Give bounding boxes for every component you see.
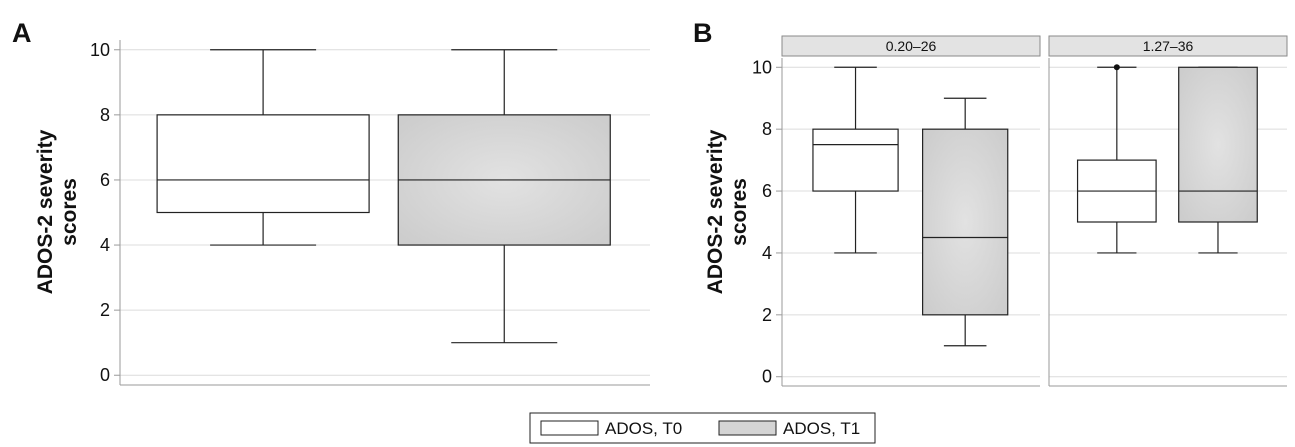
panel-a-ylabel-group: ADOS-2 severity scores bbox=[34, 129, 81, 294]
legend-swatch-t1 bbox=[718, 420, 777, 436]
y-tick-label: 10 bbox=[752, 57, 772, 77]
box-t0 bbox=[812, 128, 899, 192]
panel-a-plot-area: 0 2 4 6 8 10 bbox=[90, 40, 650, 386]
y-tick-label: 4 bbox=[100, 235, 110, 255]
y-tick-label: 2 bbox=[100, 300, 110, 320]
box-t1 bbox=[1178, 66, 1258, 223]
y-tick-label: 0 bbox=[100, 365, 110, 385]
y-tick-label: 2 bbox=[762, 305, 772, 325]
legend: ADOS, T0 ADOS, T1 bbox=[529, 412, 876, 444]
legend-frame bbox=[529, 412, 876, 444]
facet-strip-label: 1.27–36 bbox=[1143, 38, 1194, 54]
panel-a-ylabel-line1: ADOS-2 severity bbox=[34, 129, 57, 294]
y-tick-label: 8 bbox=[100, 105, 110, 125]
y-tick-label: 4 bbox=[762, 243, 772, 263]
y-tick-label: 8 bbox=[762, 119, 772, 139]
panel-b: B ADOS-2 severity scores 0.20–26 1.27–360… bbox=[693, 18, 1288, 387]
y-tick-label: 6 bbox=[762, 181, 772, 201]
box-t0 bbox=[156, 114, 370, 214]
panel-a-label: A bbox=[12, 18, 32, 48]
panel-b-ylabel-line1: ADOS-2 severity bbox=[704, 129, 727, 294]
panel-a: A ADOS-2 severity scores 0 2 4 6 8 10 bbox=[12, 18, 650, 386]
facet-strip-label: 0.20–26 bbox=[886, 38, 937, 54]
outlier-point bbox=[1113, 64, 1120, 71]
panel-b-ylabel-line2: scores bbox=[728, 178, 751, 246]
panel-a-ylabel-line2: scores bbox=[58, 178, 81, 246]
legend-swatch-t0 bbox=[540, 420, 599, 436]
facet-strip bbox=[781, 35, 1041, 57]
y-tick-label: 0 bbox=[762, 367, 772, 387]
box-t1 bbox=[922, 128, 1009, 316]
facet-strip bbox=[1048, 35, 1288, 57]
legend-label-t0: ADOS, T0 bbox=[605, 419, 682, 438]
legend-label-t1: ADOS, T1 bbox=[783, 419, 860, 438]
panel-b-ylabel-group: ADOS-2 severity scores bbox=[704, 129, 751, 294]
panel-b-plot-area: 0.20–26 1.27–36 0 2 4 6 8 10 bbox=[752, 35, 1288, 387]
y-tick-label: 10 bbox=[90, 40, 110, 60]
y-tick-label: 6 bbox=[100, 170, 110, 190]
panel-b-label: B bbox=[693, 18, 713, 48]
